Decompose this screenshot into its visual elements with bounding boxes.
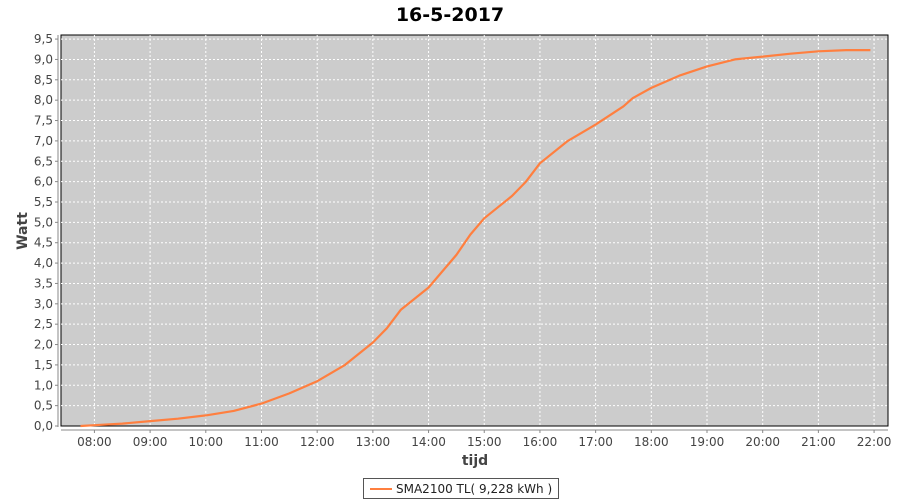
x-axis-label: tijd [462, 453, 488, 469]
x-tick-label: 10:00 [188, 435, 223, 449]
x-tick-label: 14:00 [411, 435, 446, 449]
x-tick-label: 12:00 [300, 435, 335, 449]
y-tick-label: 4,0 [34, 256, 53, 270]
y-tick-label: 2,0 [34, 338, 53, 352]
y-tick-label: 1,5 [34, 358, 53, 372]
legend-label: SMA2100 TL( 9,228 kWh ) [396, 481, 553, 496]
y-tick-label: 7,0 [34, 134, 53, 148]
x-axis: 08:00 09:00 10:00 11:00 12:00 13:00 14:00 15:00… [61, 429, 892, 449]
x-tick-label: 20:00 [745, 435, 780, 449]
x-tick-label: 09:00 [133, 435, 168, 449]
legend: SMA2100 TL( 9,228 kWh ) [363, 478, 560, 499]
x-tick-label: 11:00 [244, 435, 279, 449]
x-tick-label: 15:00 [467, 435, 502, 449]
y-tick-label: 8,5 [34, 73, 53, 87]
y-tick-label: 6,0 [34, 175, 53, 189]
x-tick-label: 21:00 [801, 435, 836, 449]
y-tick-label: 2,5 [34, 317, 53, 331]
y-tick-label: 3,0 [34, 297, 53, 311]
legend-swatch [370, 487, 392, 490]
y-tick-label: 6,5 [34, 154, 53, 168]
y-tick-label: 0,0 [34, 419, 53, 433]
x-tick-label: 13:00 [356, 435, 391, 449]
y-axis-label: Watt [15, 212, 31, 250]
y-tick-label: 7,5 [34, 114, 53, 128]
x-tick-label: 17:00 [578, 435, 613, 449]
y-tick-label: 5,0 [34, 215, 53, 229]
y-tick-label: 9,5 [34, 32, 53, 46]
y-axis: 0,0 0,5 1,0 1,5 2,0 2,5 3,0 3,5 4,0 4,5 5,0 5,5 6,0 6… [34, 32, 59, 433]
series-lines [80, 48, 871, 428]
x-tick-label: 22:00 [857, 435, 892, 449]
y-tick-label: 3,5 [34, 276, 53, 290]
y-tick-label: 0,5 [34, 399, 53, 413]
x-tick-label: 19:00 [690, 435, 725, 449]
y-tick-label: 9,0 [34, 52, 53, 66]
x-tick-label: 08:00 [77, 435, 112, 449]
x-tick-label: 18:00 [634, 435, 669, 449]
y-tick-label: 4,5 [34, 236, 53, 250]
series-line [80, 48, 871, 428]
grid [61, 35, 888, 426]
y-tick-label: 1,0 [34, 378, 53, 392]
chart-title: 16-5-2017 [396, 4, 504, 26]
x-tick-label: 16:00 [523, 435, 558, 449]
y-tick-label: 5,5 [34, 195, 53, 209]
y-tick-label: 8,0 [34, 93, 53, 107]
